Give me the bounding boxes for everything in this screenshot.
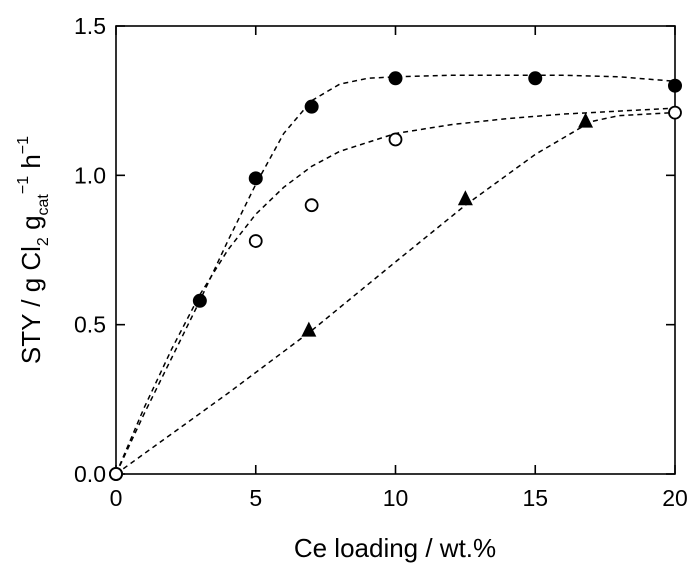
y-axis-title-sub-cat: cat xyxy=(35,194,52,216)
data-point-filled-circle xyxy=(668,78,682,93)
data-point-filled-circle xyxy=(192,293,207,308)
data-point-open-circle xyxy=(304,198,319,213)
y-tick-label: 1.5 xyxy=(74,13,106,39)
y-axis-title-h: h xyxy=(16,154,46,176)
plot-area-frame xyxy=(115,25,676,475)
y-tick-label: 0.5 xyxy=(74,312,106,338)
data-point-open-circle xyxy=(668,105,682,120)
data-point-filled-circle xyxy=(388,71,403,86)
data-point-filled-circle xyxy=(528,71,543,86)
x-tick-label: 10 xyxy=(383,485,409,511)
y-tick-label: 0.0 xyxy=(74,461,106,487)
data-point-filled-circle xyxy=(248,171,263,186)
data-point-open-circle xyxy=(388,132,403,147)
x-tick-label: 15 xyxy=(522,485,548,511)
data-point-filled-triangle xyxy=(457,190,473,206)
y-axis-title: STY / g Cl2 gcat−1 h−1 xyxy=(15,136,52,364)
y-axis-title-main: STY / g Cl xyxy=(16,246,46,364)
svg-text:STY / g Cl2 gcat−1 h−1: STY / g Cl2 gcat−1 h−1 xyxy=(15,136,52,364)
data-point-filled-triangle xyxy=(301,321,317,337)
data-point-open-circle xyxy=(248,234,263,248)
x-axis-title: Ce loading / wt.% xyxy=(294,533,496,563)
data-point-open-circle xyxy=(109,467,123,481)
y-axis-title-sub-cl: 2 xyxy=(35,237,52,246)
fit-curve-series-2 xyxy=(115,107,676,475)
y-axis-title-g: g xyxy=(16,215,46,237)
y-axis-title-sup2: −1 xyxy=(15,136,32,154)
axis-ticks: 0 5 10 15 20 0.0 0.5 1.0 1.5 xyxy=(74,13,688,511)
fit-curve-series-3 xyxy=(115,111,676,475)
data-point-filled-triangle xyxy=(578,112,594,128)
x-tick-label: 5 xyxy=(249,485,262,511)
data-point-filled-circle xyxy=(304,99,319,114)
y-tick-label: 1.0 xyxy=(74,162,106,188)
x-tick-label: 0 xyxy=(110,485,123,511)
data-markers xyxy=(109,71,682,481)
y-axis-title-sup: −1 xyxy=(15,176,32,194)
x-tick-label: 20 xyxy=(662,485,688,511)
